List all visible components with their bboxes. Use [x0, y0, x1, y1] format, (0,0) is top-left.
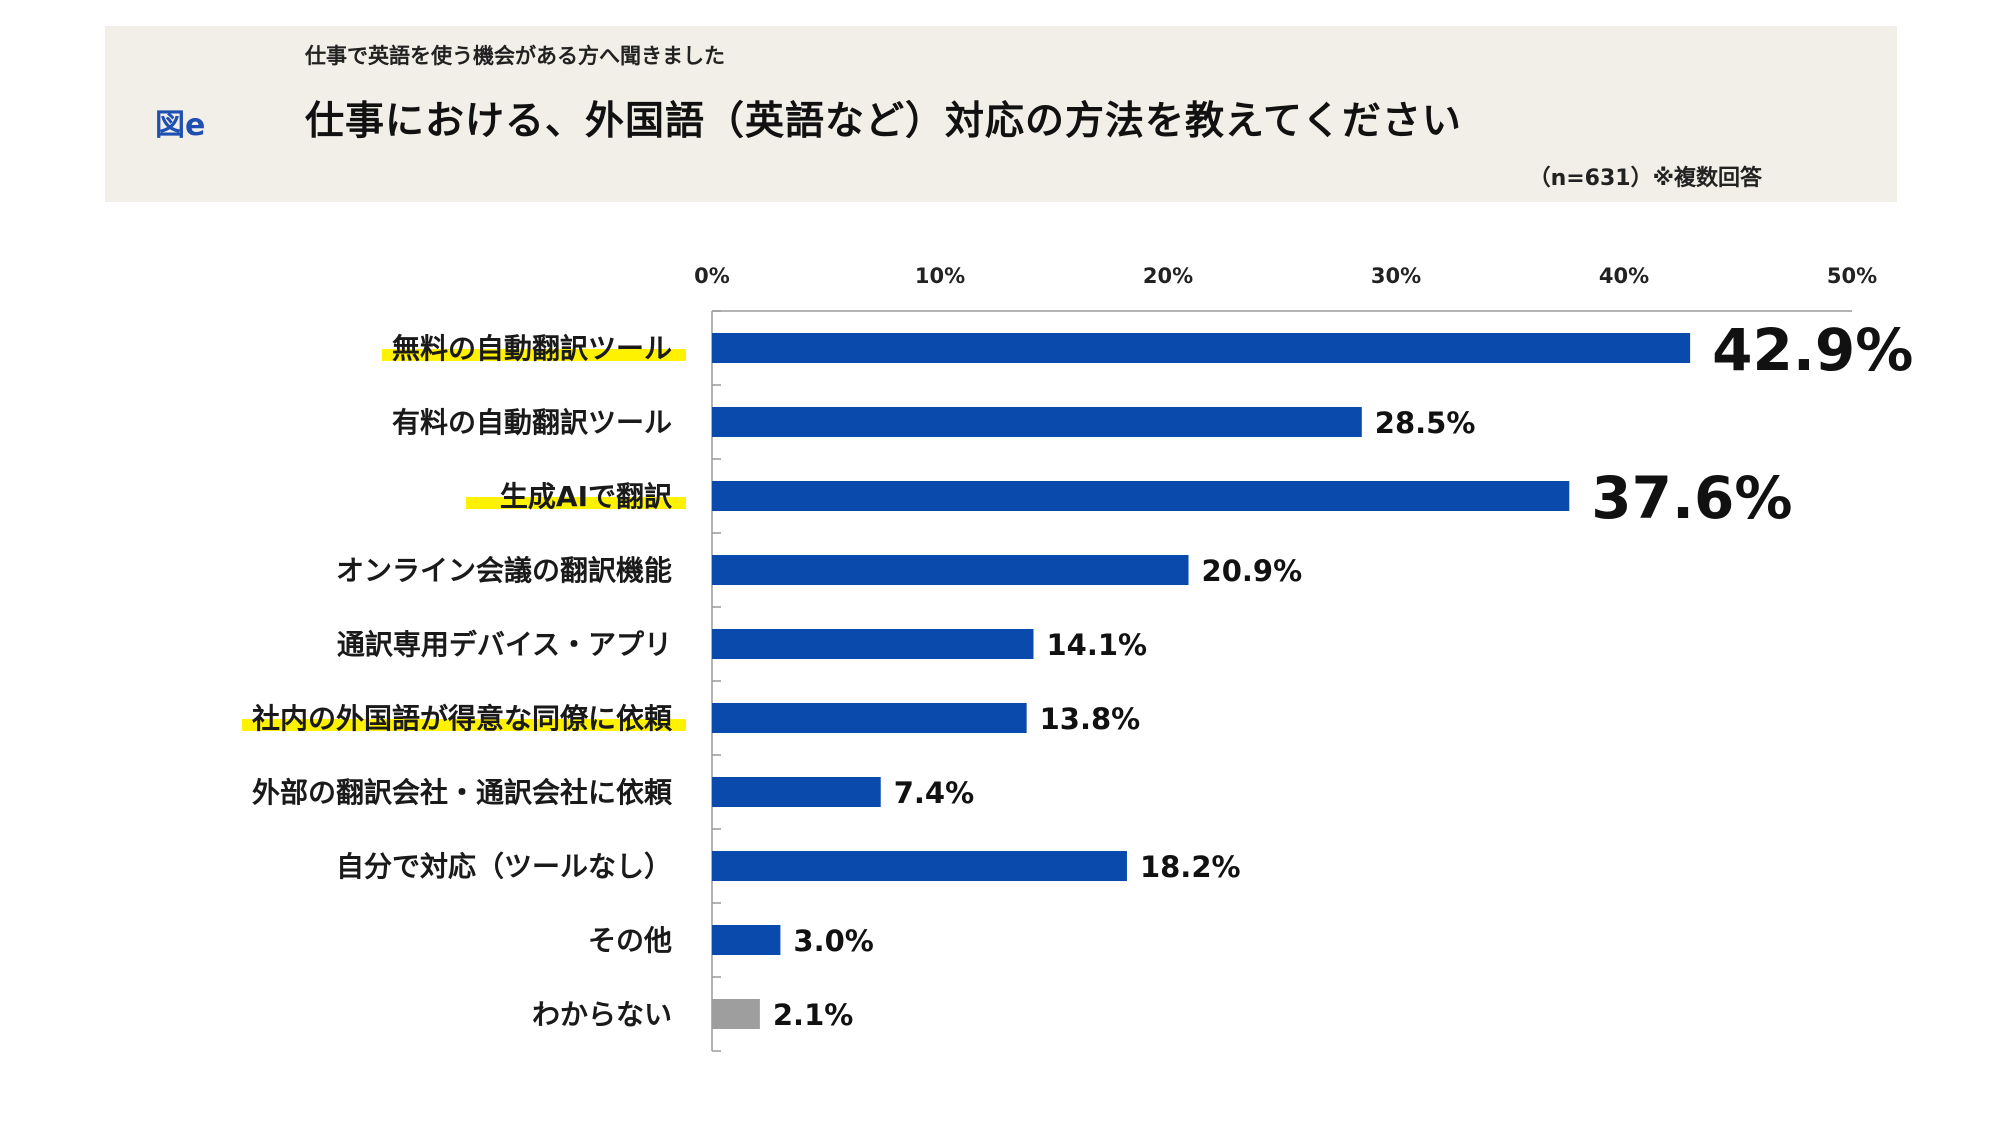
x-axis-ticks: 0% 10% 20% 30% 40% 50% — [694, 264, 1877, 288]
value-labels: 42.9% 28.5% 37.6% 20.9% 14.1% 13.8% 7.4% 18.2% 3… — [773, 316, 1913, 1032]
bars — [712, 333, 1691, 1029]
x-tick-label: 40% — [1599, 264, 1649, 288]
category-label: わからない — [532, 998, 672, 1031]
category-label: 自分で対応（ツールなし） — [336, 850, 672, 883]
value-label: 3.0% — [793, 924, 873, 958]
bar — [712, 407, 1362, 437]
value-label: 28.5% — [1375, 406, 1476, 440]
x-tick-label: 10% — [915, 264, 965, 288]
category-label: 生成AIで翻訳 — [500, 480, 673, 513]
value-label: 18.2% — [1140, 850, 1241, 884]
bar — [712, 999, 760, 1029]
x-tick-label: 0% — [694, 264, 730, 288]
category-label: 通訳専用デバイス・アプリ — [337, 628, 672, 661]
label-highlight-marker — [382, 349, 686, 361]
category-labels: 無料の自動翻訳ツール有料の自動翻訳ツール生成AIで翻訳オンライン会議の翻訳機能通… — [252, 332, 673, 1031]
bar — [712, 851, 1127, 881]
value-label: 2.1% — [773, 998, 853, 1032]
category-label: 有料の自動翻訳ツール — [392, 406, 672, 439]
bar — [712, 555, 1189, 585]
bar — [712, 925, 781, 955]
value-label: 14.1% — [1046, 628, 1147, 662]
value-label: 13.8% — [1040, 702, 1141, 736]
category-label: 外部の翻訳会社・通訳会社に依頼 — [252, 776, 673, 809]
figure-label: 図e — [155, 108, 206, 143]
value-label: 7.4% — [894, 776, 974, 810]
bar — [712, 481, 1570, 511]
label-highlight-marker — [466, 497, 686, 509]
chart-title: 仕事における、外国語（英語など）対応の方法を教えてください — [305, 99, 1462, 144]
value-label: 42.9% — [1712, 316, 1913, 384]
x-tick-label: 50% — [1827, 264, 1877, 288]
x-tick-label: 20% — [1143, 264, 1193, 288]
bar — [712, 703, 1027, 733]
label-highlights — [242, 349, 686, 731]
bar — [712, 777, 881, 807]
bar — [712, 333, 1691, 363]
category-label: 社内の外国語が得意な同僚に依頼 — [252, 702, 673, 735]
category-label: 無料の自動翻訳ツール — [392, 332, 672, 365]
sample-note: （n=631）※複数回答 — [1528, 166, 1762, 191]
category-label: オンライン会議の翻訳機能 — [336, 554, 672, 587]
value-label: 20.9% — [1202, 554, 1303, 588]
bar — [712, 629, 1034, 659]
chart-subtitle: 仕事で英語を使う機会がある方へ聞きました — [305, 44, 725, 68]
label-highlight-marker — [242, 719, 686, 731]
x-tick-label: 30% — [1371, 264, 1421, 288]
value-label: 37.6% — [1591, 464, 1792, 532]
category-label: その他 — [588, 924, 672, 957]
header-band — [105, 26, 1897, 202]
